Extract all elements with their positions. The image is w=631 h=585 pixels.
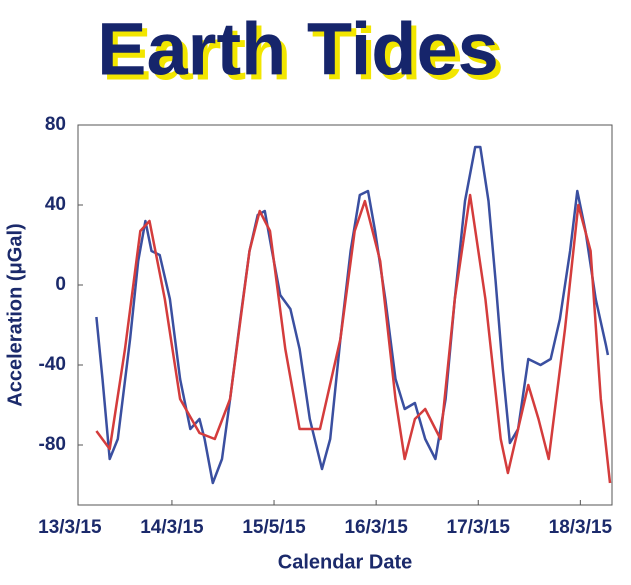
y-tick-label: 40 xyxy=(45,194,66,215)
x-tick-label: 18/3/15 xyxy=(549,517,613,538)
y-axis-label: Acceleration (μGal) xyxy=(4,223,26,406)
chart-title-shadow: Earth Tides xyxy=(102,13,504,96)
series-line xyxy=(95,145,610,485)
chart-title: Earth Tides xyxy=(97,8,499,91)
series-line xyxy=(95,193,612,484)
x-tick-label: 16/3/15 xyxy=(344,517,408,538)
y-tick-label: -40 xyxy=(39,354,66,375)
y-tick-label: 0 xyxy=(55,274,66,295)
x-axis-label: Calendar Date xyxy=(278,551,413,573)
x-tick-label: 14/3/15 xyxy=(140,517,204,538)
x-tick-label: 13/3/15 xyxy=(38,517,102,538)
y-tick-label: -80 xyxy=(39,434,66,455)
x-tick-label: 17/3/15 xyxy=(447,517,511,538)
plot-frame xyxy=(77,124,613,506)
y-tick-label: 80 xyxy=(45,114,66,135)
x-tick-label: 15/5/15 xyxy=(242,517,306,538)
